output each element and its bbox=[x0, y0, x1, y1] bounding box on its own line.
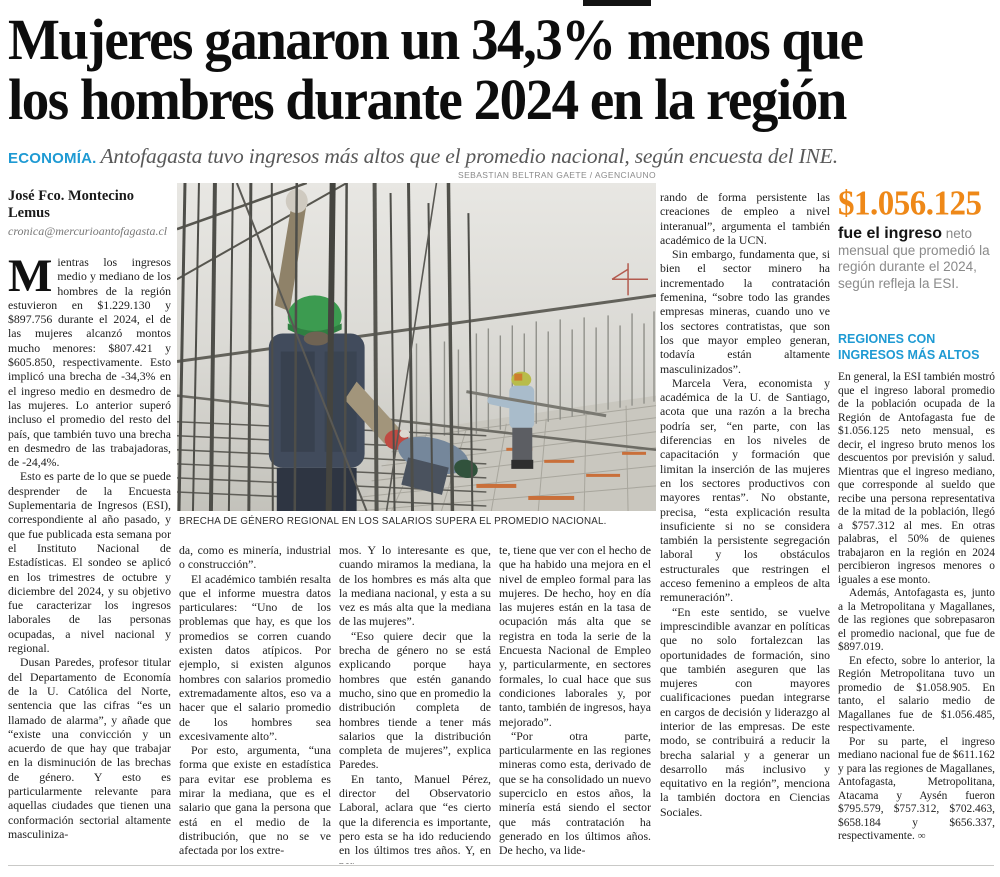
byline-author: José Fco. Montecino Lemus bbox=[8, 188, 135, 221]
highlight-figure: $1.056.125 bbox=[838, 186, 982, 223]
headline-line2: los hombres durante 2024 en la región bbox=[8, 66, 847, 132]
photo-caption: BRECHA DE GÉNERO REGIONAL EN LOS SALARIO… bbox=[179, 516, 607, 527]
sidebar-body: En general, la ESI también mostró que el… bbox=[838, 371, 995, 844]
article-paragraph: “En este sentido, se vuelve imprescindib… bbox=[660, 604, 830, 819]
section-kicker: ECONOMÍA. bbox=[8, 150, 97, 167]
sidebar-paragraph: Por su parte, el ingreso mediano naciona… bbox=[838, 735, 995, 843]
article-paragraph: Sin embargo, fundamenta que, si bien el … bbox=[660, 247, 830, 376]
article-paragraph: Por esto, argumenta, “una forma que exis… bbox=[179, 743, 331, 858]
bottom-rule bbox=[8, 865, 994, 866]
article-paragraph: “Por otra parte, particularmente en las … bbox=[499, 728, 651, 858]
sidebar-paragraph: Además, Antofagasta es, junto a la Metro… bbox=[838, 587, 995, 653]
article-paragraph: da, como es minería, industrial o constr… bbox=[179, 543, 331, 572]
highlight-lead: fue el ingreso neto mensual que promedió… bbox=[838, 225, 995, 292]
article-column-4: te, tiene que ver con el hecho de que ha… bbox=[499, 543, 651, 864]
article-column-3: mos. Y lo interesante es que, cuando mir… bbox=[339, 543, 491, 864]
article-column-2: da, como es minería, industrial o constr… bbox=[179, 543, 331, 864]
article-photo bbox=[177, 183, 656, 511]
drop-cap: M bbox=[8, 250, 53, 302]
article-paragraph: El académico también resalta que el info… bbox=[179, 571, 331, 743]
sidebar: $1.056.125 fue el ingreso neto mensual q… bbox=[838, 186, 995, 864]
sidebar-section-title: REGIONES CON INGRESOS MÁS ALTOS bbox=[838, 332, 980, 362]
article-paragraph: En tanto, Manuel Pérez, director del Obs… bbox=[339, 771, 491, 864]
worker-climbing bbox=[268, 189, 410, 511]
kicker-row: ECONOMÍA. Antofagasta tuvo ingresos más … bbox=[8, 144, 994, 169]
byline-email: cronica@mercurioantofagasta.cl bbox=[8, 224, 168, 238]
sidebar-paragraph: En general, la ESI también mostró que el… bbox=[838, 371, 995, 586]
article-paragraph: Marcela Vera, economista y académica de … bbox=[660, 375, 830, 605]
article-column-5: rando de forma persistente las creacione… bbox=[660, 190, 830, 864]
page-title: Mujeres ganaron un 34,3% menos que los h… bbox=[8, 6, 994, 131]
article-paragraph: te, tiene que ver con el hecho de que ha… bbox=[499, 543, 651, 729]
worker-standing bbox=[487, 371, 535, 469]
sidebar-paragraph: En efecto, sobre lo anterior, la Región … bbox=[838, 654, 995, 735]
construction-site-illustration bbox=[177, 183, 656, 511]
article-paragraph: Esto es parte de lo que se puede despren… bbox=[8, 469, 171, 656]
article-paragraph: rando de forma persistente las creacione… bbox=[660, 190, 830, 247]
photo-credit: SEBASTIAN BELTRAN GAETE / AGENCIAUNO bbox=[458, 170, 656, 180]
article-paragraph: Dusan Paredes, profesor titular del Depa… bbox=[8, 655, 171, 841]
subheadline: Antofagasta tuvo ingresos más altos que … bbox=[100, 144, 838, 168]
headline-line1: Mujeres ganaron un 34,3% menos que bbox=[8, 6, 864, 72]
article-paragraph: “Eso quiere decir que la brecha de géner… bbox=[339, 628, 491, 772]
highlight-lead-rest: neto mensual que promedió la región dura… bbox=[838, 226, 990, 291]
end-of-article-mark: ∞ bbox=[917, 830, 926, 842]
highlight-lead-bold: fue el ingreso bbox=[838, 225, 943, 242]
article-paragraph: mos. Y lo interesante es que, cuando mir… bbox=[339, 543, 491, 629]
article-column-1: José Fco. Montecino Lemus cronica@mercur… bbox=[8, 188, 171, 864]
top-fold-rule bbox=[583, 0, 651, 6]
